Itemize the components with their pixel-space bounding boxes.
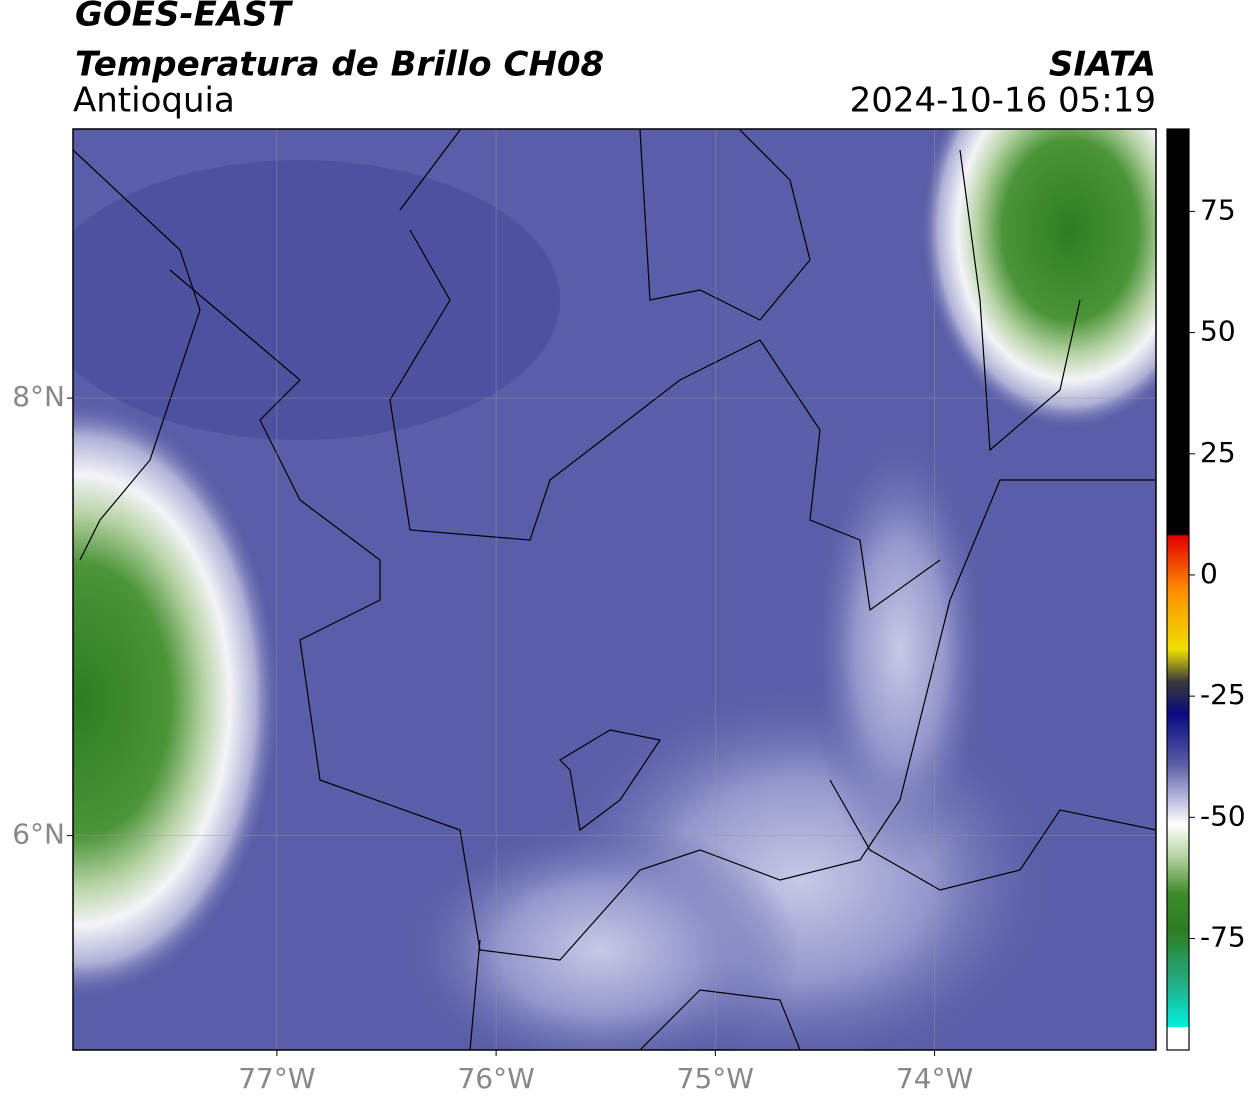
x-tick-label: 74°W	[896, 1062, 973, 1095]
graticule	[73, 129, 1156, 1050]
colorbar-tick-label: 0	[1200, 557, 1218, 590]
map-image	[73, 129, 1156, 1050]
source: SIATA	[1049, 45, 1156, 85]
subtitle: Temperatura de Brillo CH08	[75, 45, 604, 85]
x-tick-label: 76°W	[457, 1062, 534, 1095]
y-tick-label: 6°N	[12, 818, 65, 851]
colorbar-tick-label: 50	[1200, 315, 1236, 348]
colorbar-under	[1167, 1027, 1189, 1050]
x-tick-label: 75°W	[677, 1062, 754, 1095]
colorbar-tick-label: -50	[1200, 799, 1246, 832]
colorbar	[1167, 129, 1189, 1050]
title: GOES-EAST	[75, 0, 294, 35]
colorbar-tick-label: 25	[1200, 436, 1236, 469]
map-frame	[72, 128, 1157, 1051]
x-tick-label: 77°W	[238, 1062, 315, 1095]
colorbar-tick-label: -75	[1200, 921, 1246, 954]
colorbar-tick-label: 75	[1200, 193, 1236, 226]
colorbar-tick-label: -25	[1200, 678, 1246, 711]
region: Antioquia	[73, 81, 235, 121]
colorbar-frame	[1166, 128, 1190, 1051]
datetime: 2024-10-16 05:19	[850, 81, 1156, 121]
y-tick-label: 8°N	[12, 380, 65, 413]
